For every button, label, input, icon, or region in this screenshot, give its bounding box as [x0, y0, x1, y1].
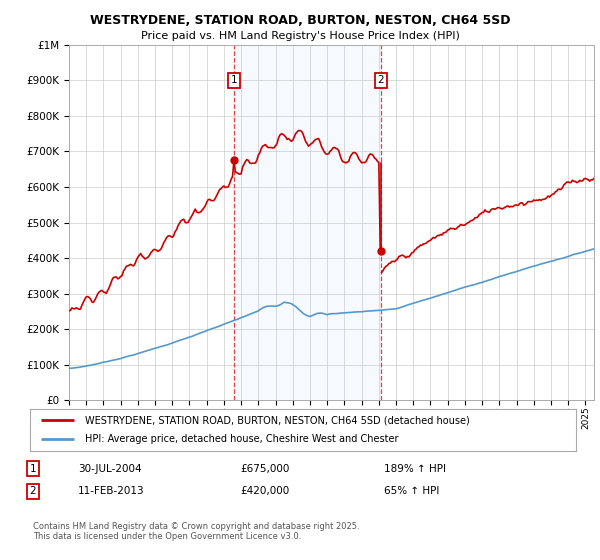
- Text: WESTRYDENE, STATION ROAD, BURTON, NESTON, CH64 5SD: WESTRYDENE, STATION ROAD, BURTON, NESTON…: [90, 14, 510, 27]
- Text: £675,000: £675,000: [240, 464, 289, 474]
- Text: £420,000: £420,000: [240, 486, 289, 496]
- Text: 30-JUL-2004: 30-JUL-2004: [78, 464, 142, 474]
- Text: 11-FEB-2013: 11-FEB-2013: [78, 486, 145, 496]
- Text: 1: 1: [230, 76, 237, 85]
- Text: 2: 2: [377, 76, 384, 85]
- Text: HPI: Average price, detached house, Cheshire West and Chester: HPI: Average price, detached house, Ches…: [85, 435, 398, 445]
- Text: Contains HM Land Registry data © Crown copyright and database right 2025.
This d: Contains HM Land Registry data © Crown c…: [33, 522, 359, 542]
- Text: 189% ↑ HPI: 189% ↑ HPI: [384, 464, 446, 474]
- Text: WESTRYDENE, STATION ROAD, BURTON, NESTON, CH64 5SD (detached house): WESTRYDENE, STATION ROAD, BURTON, NESTON…: [85, 415, 469, 425]
- Bar: [234, 45, 381, 400]
- Text: Price paid vs. HM Land Registry's House Price Index (HPI): Price paid vs. HM Land Registry's House …: [140, 31, 460, 41]
- Text: 65% ↑ HPI: 65% ↑ HPI: [384, 486, 439, 496]
- Text: 1: 1: [29, 464, 37, 474]
- Text: 2: 2: [29, 486, 37, 496]
